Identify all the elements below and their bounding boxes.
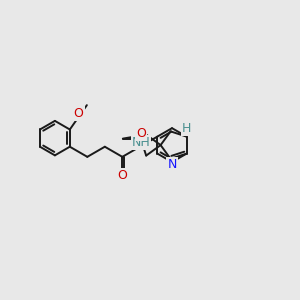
Text: N: N bbox=[167, 158, 177, 171]
Text: NH: NH bbox=[132, 136, 150, 149]
Text: H: H bbox=[182, 122, 191, 135]
Text: O: O bbox=[136, 127, 146, 140]
Text: O: O bbox=[117, 169, 127, 182]
Text: O: O bbox=[74, 107, 84, 120]
